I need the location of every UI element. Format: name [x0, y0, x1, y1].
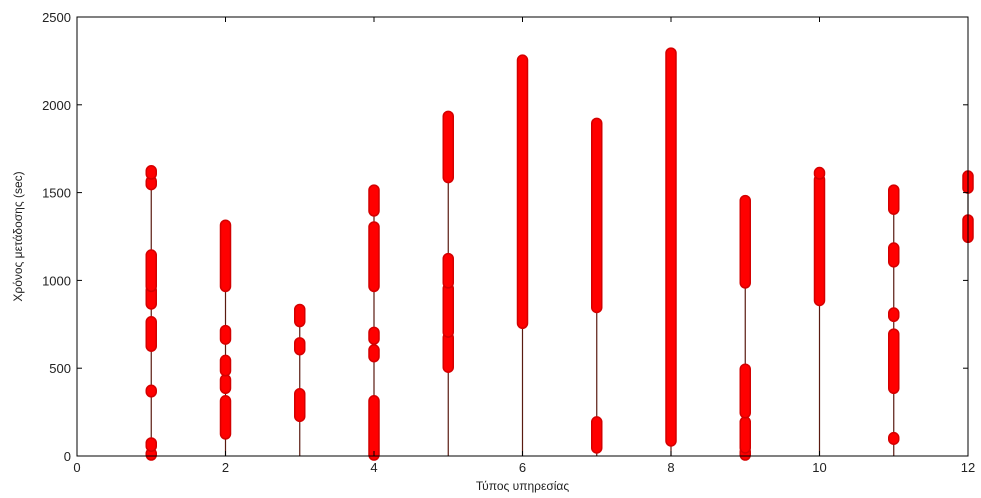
marker-cluster-5-3 — [442, 110, 454, 184]
marker-cluster-2-3 — [219, 324, 232, 345]
x-axis-label: Τύπος υπηρεσίας — [476, 479, 569, 493]
y-tick-label: 1000 — [42, 273, 71, 288]
marker-cluster-4-0 — [368, 395, 380, 461]
marker-cluster-9-3 — [739, 194, 751, 289]
marker-cluster-2-1 — [219, 373, 232, 395]
marker-cluster-1-2 — [145, 384, 157, 398]
marker-cluster-11-1 — [888, 328, 900, 395]
y-tick-label: 2500 — [42, 10, 71, 25]
marker-cluster-1-5 — [145, 249, 157, 293]
marker-cluster-9-2 — [739, 363, 751, 419]
x-tick-label: 8 — [667, 460, 674, 475]
marker-cluster-3-2 — [294, 303, 306, 328]
marker-cluster-11-3 — [888, 242, 900, 268]
marker-cluster-10-1 — [813, 166, 826, 180]
y-axis: 0 500 1000 1500 2000 2500 — [42, 10, 968, 464]
marker-cluster-2-2 — [219, 354, 232, 377]
marker-cluster-7-1 — [591, 117, 603, 314]
y-tick-label: 500 — [49, 361, 71, 376]
marker-cluster-10-0 — [813, 173, 826, 307]
y-axis-label: Χρόνος μετάδοσης (sec) — [11, 171, 25, 301]
x-axis: 0 2 4 6 8 10 12 — [73, 17, 975, 475]
marker-cluster-5-1 — [442, 282, 454, 338]
marker-cluster-9-1 — [739, 416, 751, 454]
marker-cluster-3-1 — [294, 337, 306, 356]
marker-cluster-11-4 — [888, 184, 900, 215]
x-tick-label: 10 — [812, 460, 826, 475]
marker-cluster-4-4 — [368, 184, 380, 217]
marker-cluster-4-1 — [368, 344, 380, 363]
marker-cluster-2-0 — [219, 395, 232, 440]
y-tick-label: 0 — [64, 449, 71, 464]
marker-cluster-8-0 — [665, 47, 677, 447]
marker-cluster-5-2 — [442, 252, 454, 289]
x-tick-label: 6 — [519, 460, 526, 475]
markers-layer — [145, 47, 974, 461]
marker-cluster-4-2 — [368, 326, 380, 345]
marker-cluster-6-0 — [516, 54, 529, 330]
y-tick-label: 1500 — [42, 186, 71, 201]
x-tick-label: 4 — [370, 460, 377, 475]
marker-cluster-1-3 — [145, 316, 157, 352]
marker-cluster-2-4 — [219, 219, 232, 293]
x-tick-label: 12 — [961, 460, 975, 475]
marker-cluster-1-1 — [145, 437, 157, 452]
x-tick-label: 2 — [222, 460, 229, 475]
marker-cluster-7-0 — [591, 416, 603, 454]
marker-cluster-4-3 — [368, 221, 380, 293]
x-tick-label: 0 — [73, 460, 80, 475]
stems-layer — [150, 52, 969, 456]
marker-cluster-11-2 — [888, 307, 900, 323]
marker-cluster-5-0 — [442, 331, 454, 373]
marker-cluster-11-0 — [888, 431, 900, 445]
marker-cluster-3-0 — [294, 388, 306, 423]
y-tick-label: 2000 — [42, 98, 71, 113]
marker-cluster-1-7 — [145, 165, 157, 180]
